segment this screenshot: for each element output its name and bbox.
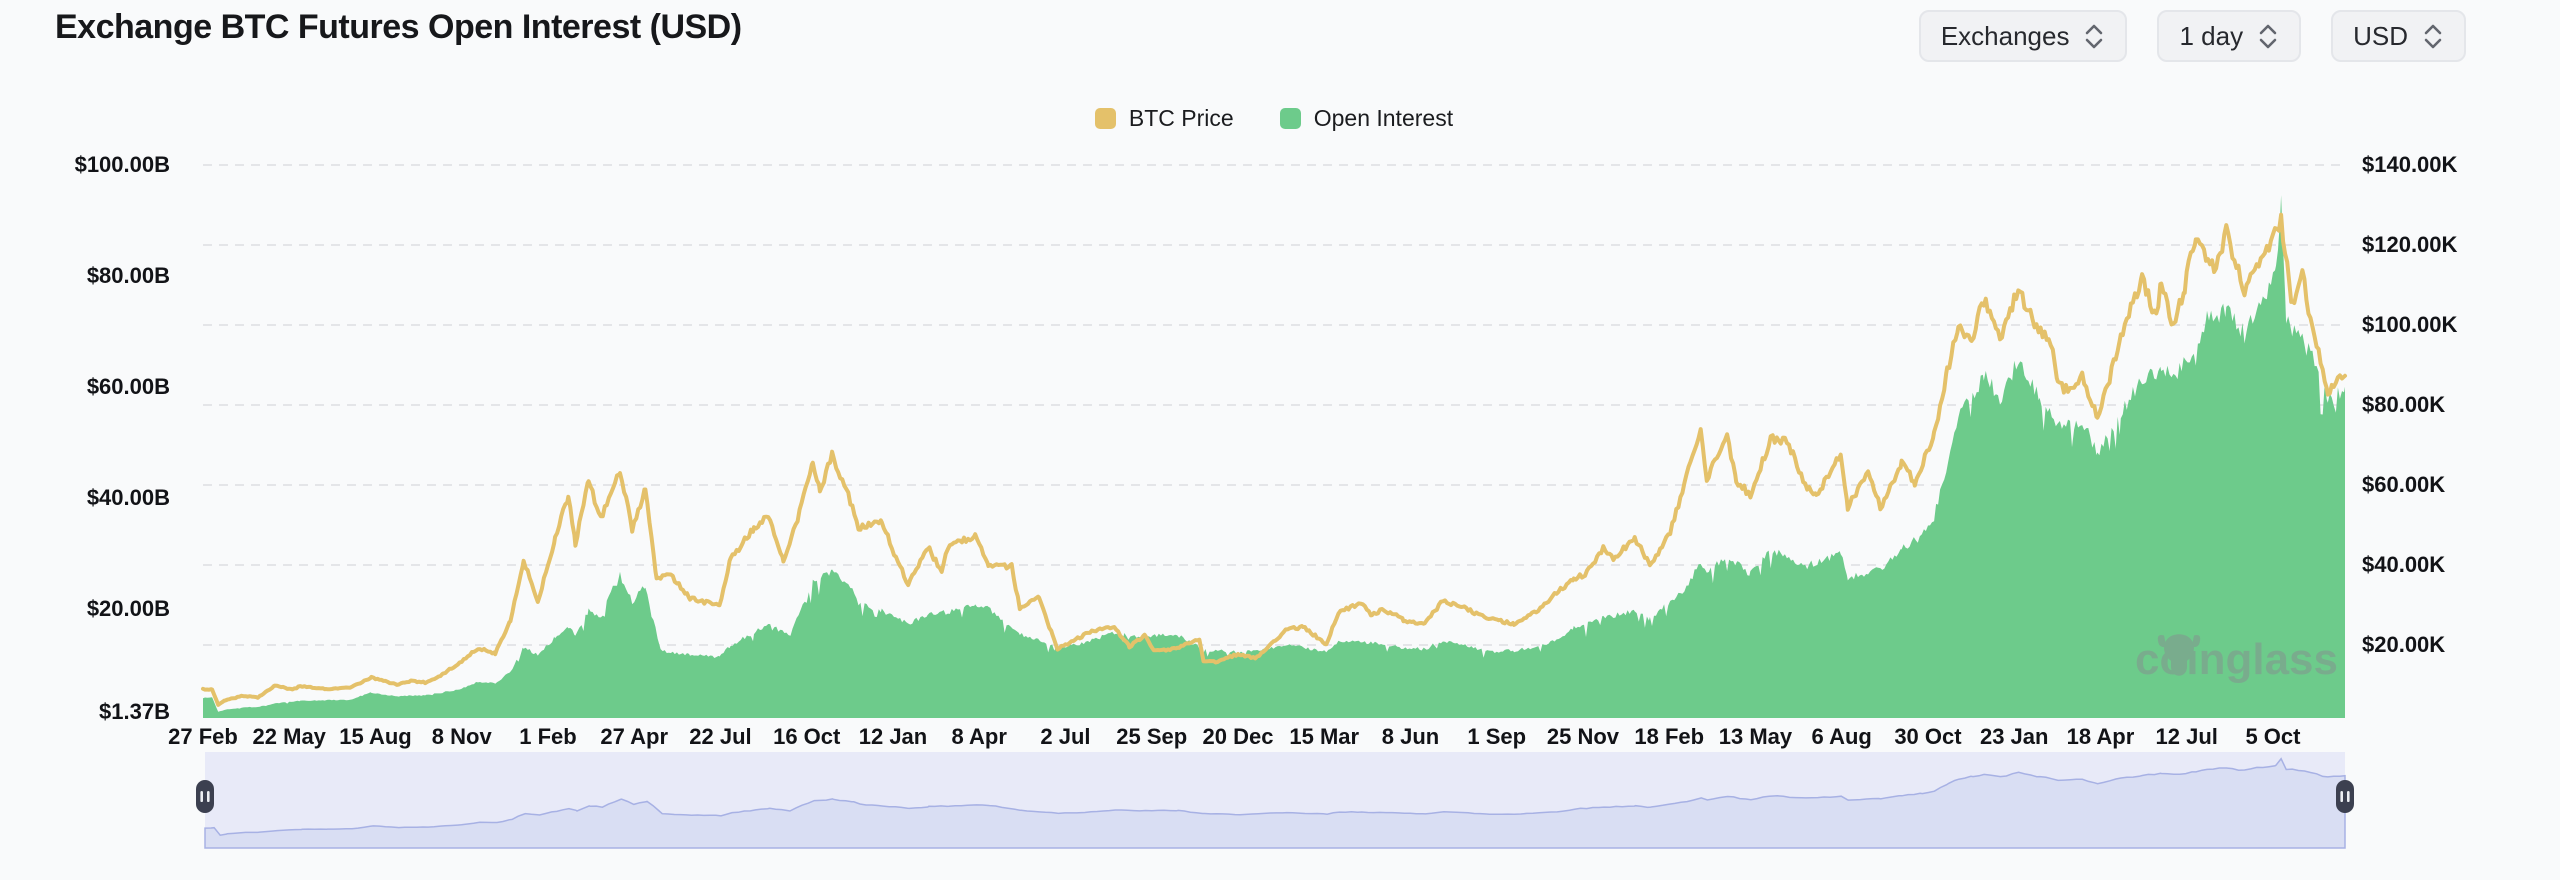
chart-controls: Exchanges 1 day USD [1918,10,2466,62]
x-axis-label: 23 Jan [1979,724,2049,749]
legend-item-open-interest[interactable]: Open Interest [1279,104,1454,132]
chevron-updown-icon [2083,23,2105,50]
right-axis-label: $20.00K [2362,632,2446,657]
x-axis-label: 30 Oct [1894,724,1962,749]
bull-icon [2157,634,2201,676]
right-axis-label: $140.00K [2362,152,2458,177]
x-axis-label: 16 Oct [773,724,841,749]
x-axis-label: 27 Apr [600,724,669,749]
legend-swatch-open-interest [1279,107,1301,129]
left-axis-label: $80.00B [86,262,170,288]
navigator-handle-left[interactable] [196,780,214,813]
x-axis-label: 5 Oct [2245,724,2301,749]
interval-select[interactable]: 1 day [2157,10,2302,62]
x-axis-label: 15 Mar [1289,724,1360,749]
navigator-handle-right[interactable] [2336,780,2354,813]
x-axis-label: 13 May [1718,724,1793,749]
exchanges-select[interactable]: Exchanges [1918,10,2128,62]
x-axis-label: 20 Dec [1202,724,1274,749]
x-axis-label: 15 Aug [339,724,412,749]
x-axis-label: 18 Feb [1634,724,1705,749]
x-axis-label: 22 Jul [689,724,752,749]
x-axis-label: 27 Feb [168,724,238,749]
legend-label-btc-price: BTC Price [1128,104,1234,131]
right-axis-label: $80.00K [2362,392,2446,417]
x-axis-label: 18 Apr [2066,724,2135,749]
x-axis-label: 1 Sep [1467,724,1527,749]
x-axis-label: 8 Nov [431,724,492,749]
currency-select[interactable]: USD [2331,10,2466,62]
x-axis-label: 22 May [252,724,326,749]
right-axis-label: $60.00K [2362,472,2446,497]
right-axis-label: $40.00K [2362,552,2446,577]
x-axis-label: 8 Jun [1381,724,1440,749]
legend-item-btc-price[interactable]: BTC Price [1094,104,1234,132]
chevron-updown-icon [2257,23,2279,50]
legend-label-open-interest: Open Interest [1313,104,1454,131]
interval-select-label: 1 day [2179,20,2244,51]
left-axis-label: $20.00B [86,595,170,621]
exchanges-select-label: Exchanges [1940,20,2070,51]
coinglass-watermark: coinglass [2135,634,2338,684]
x-axis-label: 2 Jul [1040,724,1091,749]
page-title: Exchange BTC Futures Open Interest (USD) [55,8,742,46]
left-axis-label: $60.00B [86,373,170,399]
x-axis-label: 6 Aug [1811,724,1872,749]
left-axis-label: $1.37B [99,699,170,724]
legend: BTC Price Open Interest [203,100,2345,136]
x-axis-label: 12 Jan [858,724,928,749]
left-axis-label: $100.00B [74,152,170,177]
right-axis-label: $100.00K [2362,312,2458,337]
x-axis-label: 1 Feb [519,724,577,749]
x-axis-label: 25 Sep [1116,724,1188,749]
right-axis-label: $120.00K [2362,232,2458,257]
chevron-updown-icon [2422,23,2444,50]
legend-swatch-btc-price [1094,107,1116,129]
x-axis-label: 8 Apr [951,724,1007,749]
x-axis-label: 25 Nov [1546,724,1620,749]
currency-select-label: USD [2353,20,2408,51]
watermark-text: coinglass [2135,635,2338,684]
x-axis-label: 12 Jul [2155,724,2218,749]
left-axis-label: $40.00B [86,484,170,510]
